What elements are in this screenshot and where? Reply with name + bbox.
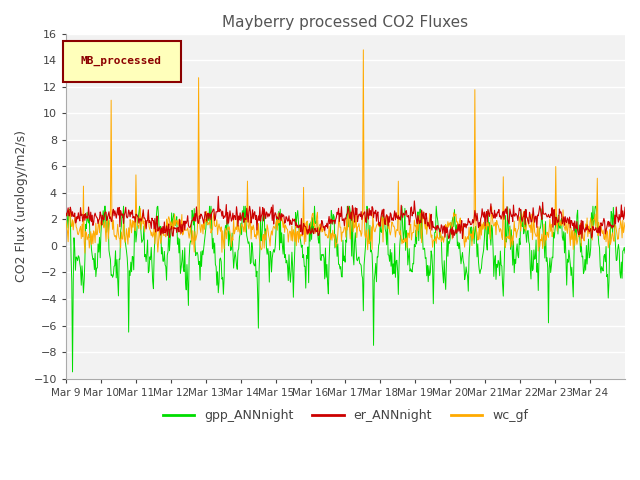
er_ANNnight (62, 210, 70, 216)
Title: Mayberry processed CO2 Fluxes: Mayberry processed CO2 Fluxes (223, 15, 468, 30)
gpp_ANNnight (281, 255, 289, 261)
er_ANNnight (435, 226, 443, 231)
Line: er_ANNnight: er_ANNnight (66, 196, 625, 239)
gpp_ANNnight (404, 254, 412, 260)
er_ANNnight (621, 204, 629, 210)
wc_gf (62, 218, 70, 224)
er_ANNnight (231, 214, 239, 219)
er_ANNnight (404, 214, 412, 220)
Line: wc_gf: wc_gf (66, 50, 625, 253)
wc_gf (81, 250, 89, 256)
gpp_ANNnight (129, 254, 137, 260)
er_ANNnight (128, 211, 136, 217)
gpp_ANNnight (62, 240, 70, 246)
gpp_ANNnight (621, 250, 629, 256)
wc_gf (621, 220, 629, 226)
gpp_ANNnight (232, 254, 239, 260)
wc_gf (231, 228, 239, 234)
Y-axis label: CO2 Flux (urology/m2/s): CO2 Flux (urology/m2/s) (15, 130, 28, 282)
wc_gf (404, 230, 412, 236)
wc_gf (129, 217, 136, 223)
Line: gpp_ANNnight: gpp_ANNnight (66, 206, 625, 372)
wc_gf (436, 233, 444, 239)
wc_gf (259, 233, 267, 239)
gpp_ANNnight (260, 210, 268, 216)
wc_gf (360, 47, 367, 53)
er_ANNnight (214, 193, 222, 199)
gpp_ANNnight (100, 204, 108, 209)
Text: MB_processed: MB_processed (80, 56, 161, 66)
er_ANNnight (459, 236, 467, 241)
Legend: gpp_ANNnight, er_ANNnight, wc_gf: gpp_ANNnight, er_ANNnight, wc_gf (158, 404, 533, 427)
wc_gf (280, 219, 288, 225)
er_ANNnight (280, 213, 288, 219)
er_ANNnight (259, 204, 267, 210)
FancyBboxPatch shape (63, 41, 180, 82)
gpp_ANNnight (68, 369, 76, 375)
gpp_ANNnight (436, 235, 444, 240)
